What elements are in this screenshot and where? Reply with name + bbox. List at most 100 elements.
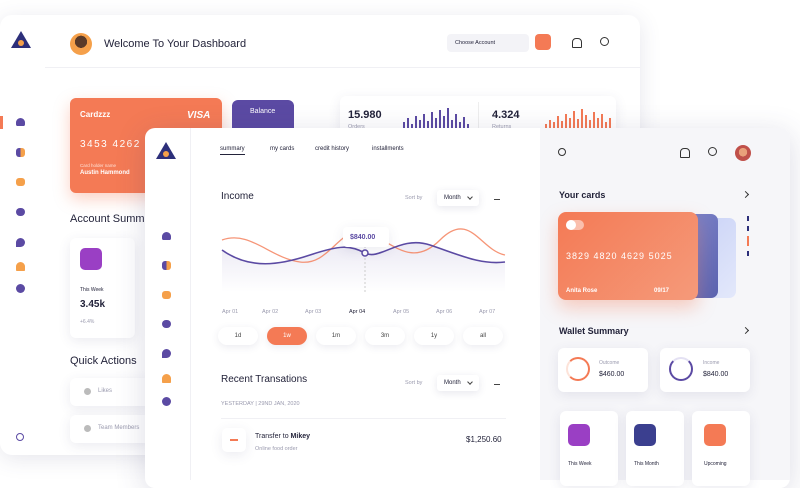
card-indicator[interactable] xyxy=(747,216,749,221)
nav-icon[interactable] xyxy=(16,208,25,216)
title: Welcome To Your Dashboard xyxy=(104,38,247,50)
download-icon[interactable] xyxy=(494,193,500,200)
divider xyxy=(45,67,640,68)
period-icon xyxy=(634,424,656,446)
transaction-icon-mark xyxy=(230,439,238,441)
card-toggle-knob xyxy=(566,220,576,230)
nav-icon[interactable] xyxy=(16,262,25,271)
tooltip-value: $840.00 xyxy=(350,234,376,241)
nav-icon[interactable] xyxy=(16,148,25,157)
x-label: Apr 04 xyxy=(349,309,366,315)
divider xyxy=(478,102,479,132)
tab[interactable]: credit history xyxy=(315,146,350,152)
transaction-recipient: Mikey xyxy=(290,433,311,440)
bell-icon[interactable] xyxy=(572,38,582,48)
quick-action[interactable] xyxy=(70,378,150,406)
x-label: Apr 01 xyxy=(222,309,239,315)
transactions-date: YESTERDAY | 29ND JAN, 2020 xyxy=(221,401,300,407)
range-button[interactable]: all xyxy=(463,327,503,345)
quick-action-icon xyxy=(84,425,91,432)
stat-label: Returns xyxy=(492,124,512,130)
section-title: Account Summary xyxy=(70,213,160,225)
wallet-ring xyxy=(566,357,590,381)
x-label: Apr 06 xyxy=(436,309,453,315)
summary-icon xyxy=(80,248,102,270)
bell-icon[interactable] xyxy=(680,148,690,158)
section-title: Wallet Summary xyxy=(559,326,629,336)
user-icon[interactable] xyxy=(708,147,717,156)
wallet-ring xyxy=(669,357,693,381)
nav-icon[interactable] xyxy=(162,232,171,240)
balance-label: Balance xyxy=(250,108,276,115)
section-title: Income xyxy=(221,191,254,202)
x-label: Apr 07 xyxy=(479,309,496,315)
card-holder: Austin Hammond xyxy=(80,170,130,176)
section-title: Recent Transations xyxy=(221,374,308,385)
wallet-value: $460.00 xyxy=(599,371,625,378)
x-label: Apr 02 xyxy=(262,309,279,315)
divider xyxy=(221,418,506,419)
quick-action[interactable] xyxy=(70,415,150,443)
avatar[interactable] xyxy=(70,33,92,55)
nav-icon[interactable] xyxy=(16,284,25,293)
period-card xyxy=(626,411,684,486)
card-holder-label: Card holder name xyxy=(80,163,117,168)
sort-dropdown[interactable]: Month xyxy=(437,190,479,206)
avatar[interactable] xyxy=(735,145,751,161)
action-button[interactable] xyxy=(535,34,551,50)
sparkbars xyxy=(403,108,469,130)
card-holder: Anita Rose xyxy=(566,288,598,294)
period-card xyxy=(692,411,750,486)
period-label: This Month xyxy=(634,461,659,467)
range-button[interactable]: 1m xyxy=(316,327,356,345)
nav-icon[interactable] xyxy=(16,178,25,186)
nav-icon[interactable] xyxy=(162,291,171,299)
x-label: Apr 03 xyxy=(305,309,322,315)
wallet-label: Income xyxy=(703,360,720,366)
stat-value: 4.324 xyxy=(492,109,520,121)
transaction-title-text: Transfer to xyxy=(255,433,289,440)
period-label: This Week xyxy=(568,461,592,467)
search-icon[interactable] xyxy=(558,148,566,156)
range-button[interactable]: 3m xyxy=(365,327,405,345)
logo xyxy=(11,31,31,48)
transaction-title[interactable]: Transfer to Mikey xyxy=(255,433,310,440)
period-icon xyxy=(704,424,726,446)
sort-label: Sort by xyxy=(405,195,423,201)
tab[interactable]: my cards xyxy=(270,146,295,152)
nav-icon[interactable] xyxy=(16,433,24,441)
stat-value: 15.980 xyxy=(348,109,382,121)
card-indicator[interactable] xyxy=(747,251,749,256)
income-chart xyxy=(221,228,506,292)
user-icon[interactable] xyxy=(600,37,609,46)
range-button[interactable]: 1d xyxy=(218,327,258,345)
period-card xyxy=(560,411,618,486)
nav-icon[interactable] xyxy=(162,349,171,358)
account-select[interactable]: Choose Account xyxy=(447,34,529,52)
quick-action-icon xyxy=(84,388,91,395)
nav-icon[interactable] xyxy=(162,374,171,383)
period-icon xyxy=(568,424,590,446)
card-indicator[interactable] xyxy=(747,226,749,231)
range-button[interactable]: 1y xyxy=(414,327,454,345)
period-label: Upcoming xyxy=(704,461,727,467)
tab[interactable]: installments xyxy=(372,146,404,152)
nav-icon[interactable] xyxy=(162,397,171,406)
tab[interactable]: summary xyxy=(220,146,245,155)
download-icon[interactable] xyxy=(494,378,500,385)
section-title: Quick Actions xyxy=(70,355,137,367)
range-button[interactable]: 1w xyxy=(267,327,307,345)
section-title: Your cards xyxy=(559,190,606,200)
card-number: 3453 4262 xyxy=(80,139,141,150)
card-brand: VISA xyxy=(187,110,211,121)
nav-icon[interactable] xyxy=(162,261,171,270)
sparkbars xyxy=(545,109,611,130)
nav-icon[interactable] xyxy=(16,238,25,247)
logo xyxy=(156,142,176,159)
nav-icon[interactable] xyxy=(162,320,171,328)
transaction-subtitle: Online food order xyxy=(255,446,298,452)
nav-icon[interactable] xyxy=(16,118,25,126)
sort-dropdown[interactable]: Month xyxy=(437,375,479,391)
card-indicator[interactable] xyxy=(747,236,749,246)
